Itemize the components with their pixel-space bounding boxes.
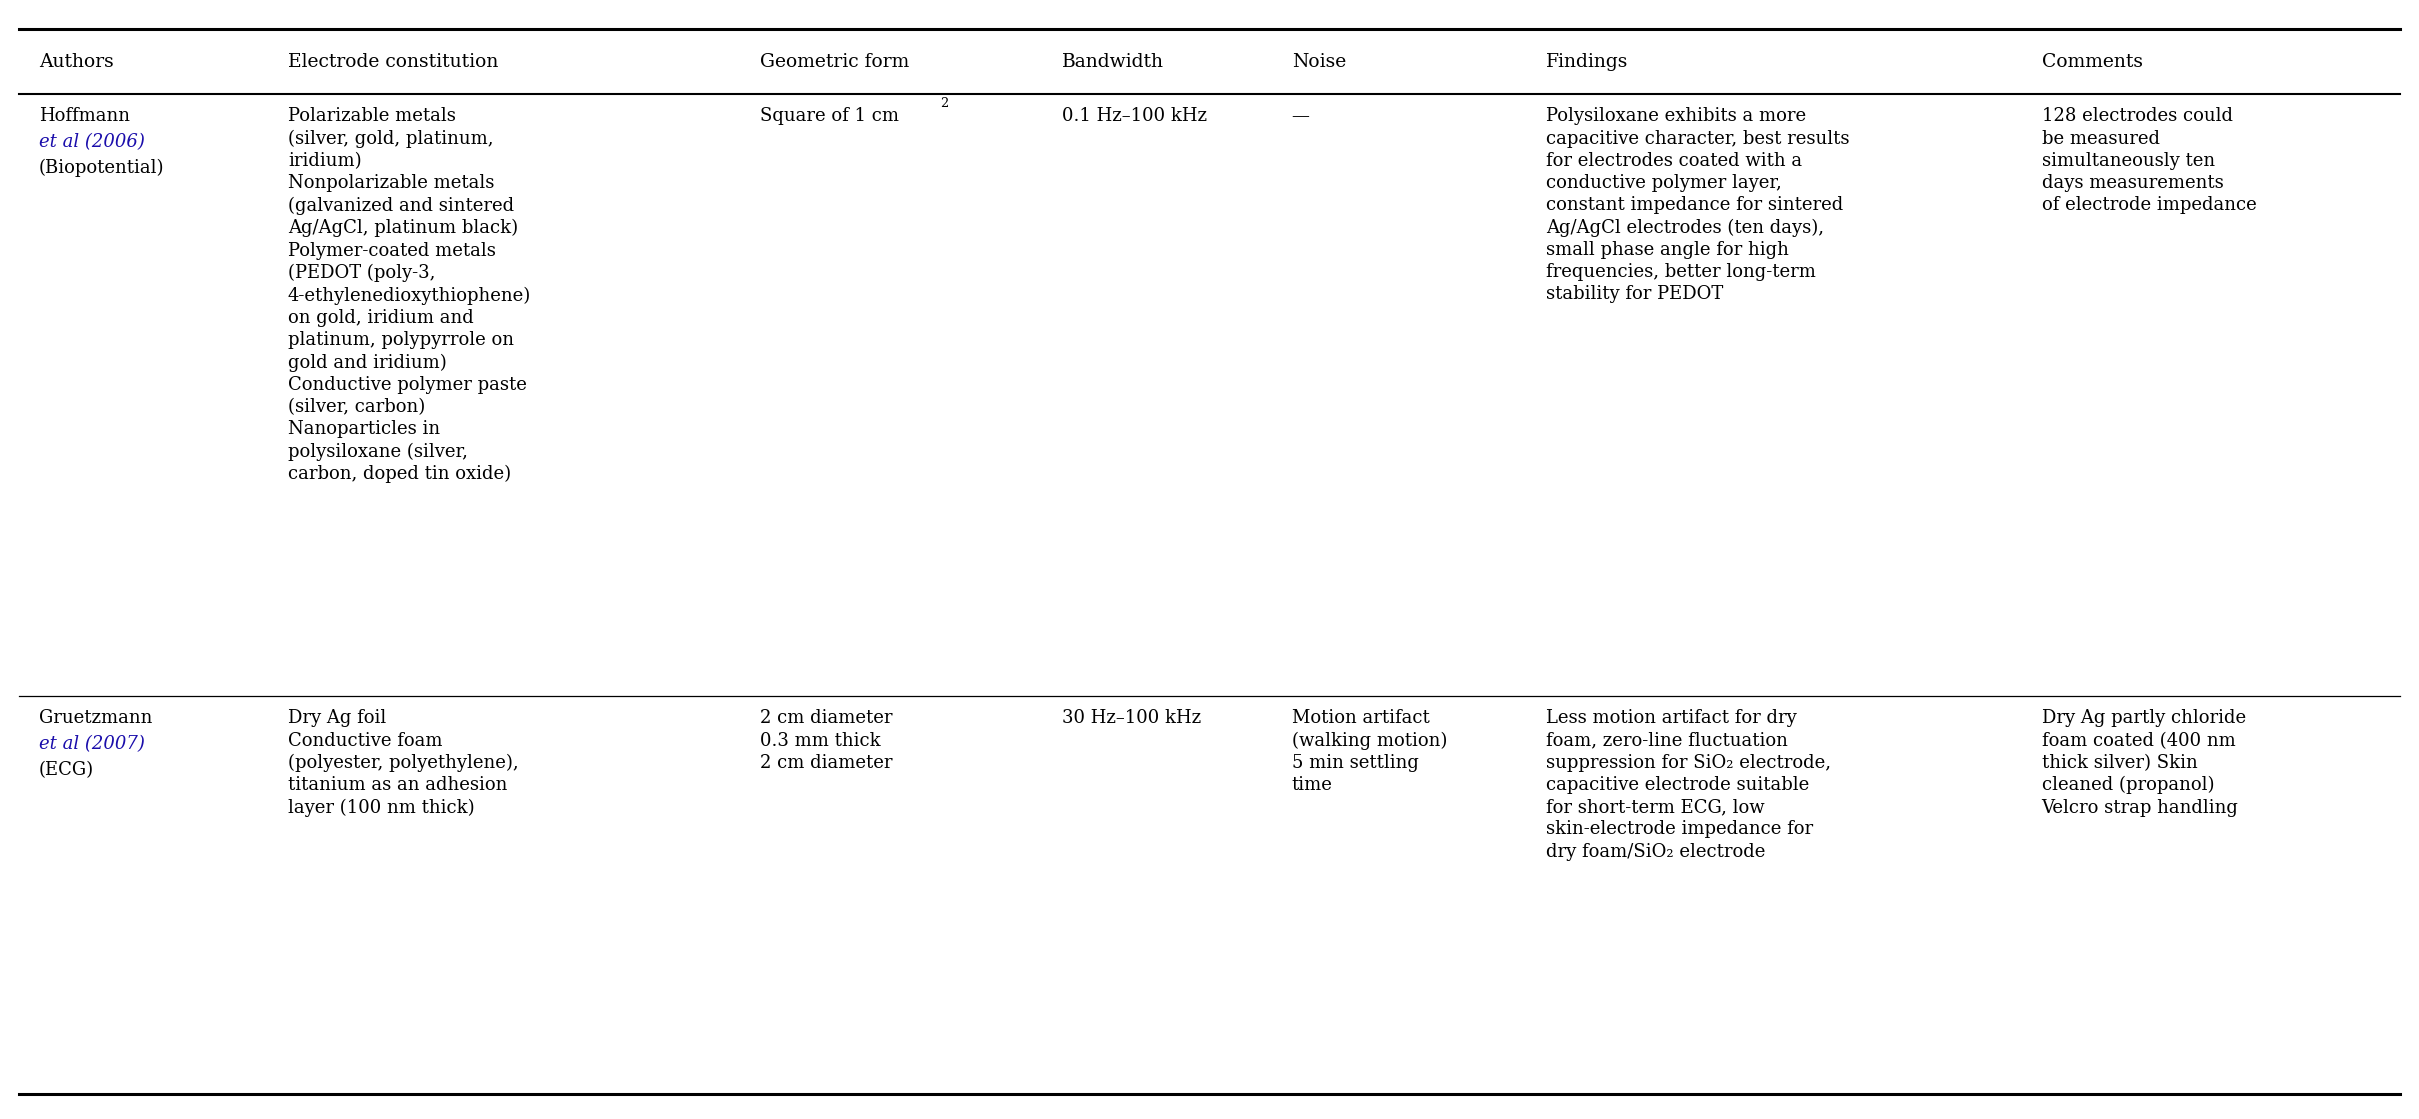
Text: Square of 1 cm: Square of 1 cm: [760, 107, 897, 125]
Text: 2: 2: [941, 97, 948, 111]
Text: Bandwidth: Bandwidth: [1062, 53, 1164, 70]
Text: Dry Ag partly chloride
foam coated (400 nm
thick silver) Skin
cleaned (propanol): Dry Ag partly chloride foam coated (400 …: [2042, 709, 2245, 817]
Text: 30 Hz–100 kHz: 30 Hz–100 kHz: [1062, 709, 1202, 727]
Text: 2 cm diameter
0.3 mm thick
2 cm diameter: 2 cm diameter 0.3 mm thick 2 cm diameter: [760, 709, 893, 772]
Text: —: —: [1292, 107, 1309, 125]
Text: Geometric form: Geometric form: [760, 53, 910, 70]
Text: Hoffmann: Hoffmann: [39, 107, 131, 125]
Text: Findings: Findings: [1546, 53, 1628, 70]
Text: et al (2006): et al (2006): [39, 133, 145, 151]
Text: Noise: Noise: [1292, 53, 1345, 70]
Text: Polysiloxane exhibits a more
capacitive character, best results
for electrodes c: Polysiloxane exhibits a more capacitive …: [1546, 107, 1848, 303]
Text: (Biopotential): (Biopotential): [39, 159, 164, 177]
Text: et al (2007): et al (2007): [39, 735, 145, 753]
Text: (ECG): (ECG): [39, 761, 94, 779]
Text: Dry Ag foil
Conductive foam
(polyester, polyethylene),
titanium as an adhesion
l: Dry Ag foil Conductive foam (polyester, …: [288, 709, 518, 817]
Text: 128 electrodes could
be measured
simultaneously ten
days measurements
of electro: 128 electrodes could be measured simulta…: [2042, 107, 2257, 214]
Text: Less motion artifact for dry
foam, zero-line fluctuation
suppression for SiO₂ el: Less motion artifact for dry foam, zero-…: [1546, 709, 1831, 861]
Text: Electrode constitution: Electrode constitution: [288, 53, 498, 70]
Text: Authors: Authors: [39, 53, 114, 70]
Text: Motion artifact
(walking motion)
5 min settling
time: Motion artifact (walking motion) 5 min s…: [1292, 709, 1447, 794]
Text: Comments: Comments: [2042, 53, 2143, 70]
Text: Polarizable metals
(silver, gold, platinum,
iridium)
Nonpolarizable metals
(galv: Polarizable metals (silver, gold, platin…: [288, 107, 532, 483]
Text: Gruetzmann: Gruetzmann: [39, 709, 152, 727]
Text: 0.1 Hz–100 kHz: 0.1 Hz–100 kHz: [1062, 107, 1207, 125]
